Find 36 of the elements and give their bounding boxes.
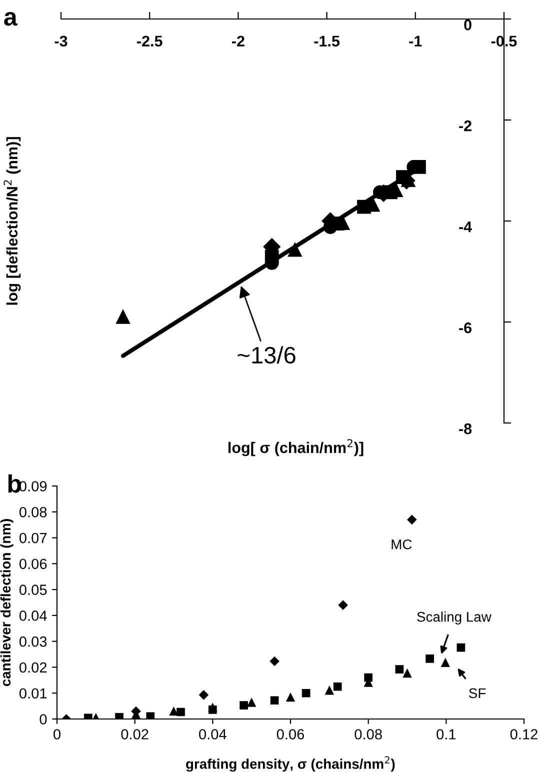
x-tick-label: 0 xyxy=(54,729,60,740)
x-tick-label: -3 xyxy=(54,36,68,47)
y-tick-label: 0.03 xyxy=(19,636,47,647)
series-label: MC xyxy=(392,539,412,550)
x-tick-label: 0.1 xyxy=(436,729,456,740)
x-tick-label: 0.06 xyxy=(276,729,304,740)
x-tick-label: 0.02 xyxy=(121,729,148,740)
y-tick-label: 0.04 xyxy=(19,610,47,621)
series-label: Scaling Law xyxy=(417,612,492,625)
y-tick-label: 0 xyxy=(40,714,47,724)
x-tick-label: 0.04 xyxy=(199,729,226,740)
y-tick-label: -6 xyxy=(459,322,472,334)
y-tick-label: -4 xyxy=(459,222,472,232)
annotation: ~13/6 xyxy=(238,346,296,364)
y-tick-label: 0 xyxy=(464,19,472,30)
y-tick-label: 0.06 xyxy=(19,558,47,570)
y-tick-label: 0.02 xyxy=(19,662,47,673)
chart-title: b xyxy=(8,474,21,493)
y-tick-label: 0.05 xyxy=(19,584,47,595)
x-tick-label: -1 xyxy=(409,36,422,46)
x-tick-label: -1.5 xyxy=(314,36,340,47)
y-tick-label: 0.08 xyxy=(19,506,47,518)
x-tick-label: 0.12 xyxy=(510,729,538,740)
y-tick-label: 0.01 xyxy=(19,688,47,699)
y-axis-title: cantilever deflection (nm) xyxy=(0,519,14,686)
y-tick-label: -8 xyxy=(459,423,472,434)
x-axis-title: log[ σ (chain/nm$^{2}$)] xyxy=(228,439,364,456)
y-tick-label: 0.07 xyxy=(19,532,47,544)
legend-label: SF xyxy=(469,688,486,698)
y-tick-label: -2 xyxy=(459,120,472,132)
y-axis-title: log [deflection/N$^{2}$ (nm)] xyxy=(4,137,21,305)
x-tick-label: 0.08 xyxy=(354,729,382,740)
chart-title: a xyxy=(4,12,18,26)
x-tick-label: -2 xyxy=(232,36,244,46)
x-tick-label: -2.5 xyxy=(137,36,162,47)
x-axis-title: grafting density, σ (chains/nm$^{2}$) xyxy=(186,756,395,772)
